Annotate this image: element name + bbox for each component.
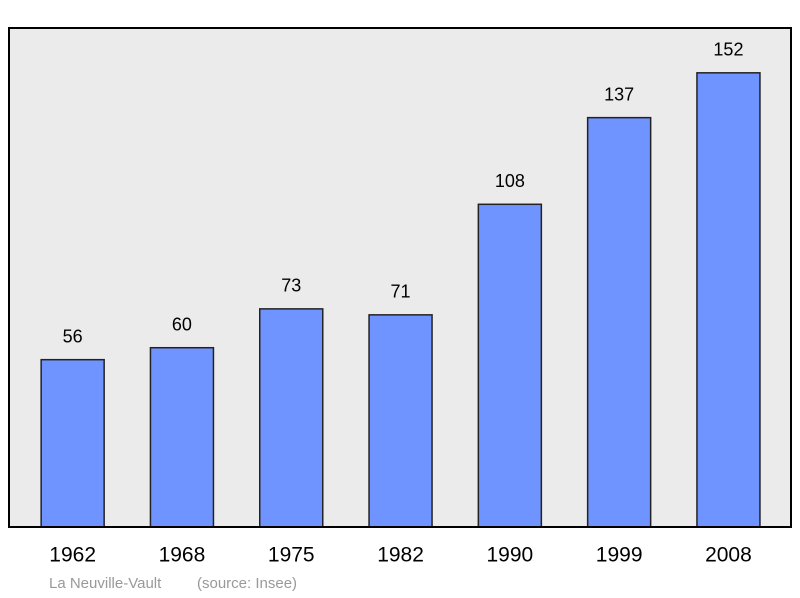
value-label: 73 xyxy=(281,276,301,296)
chart-title: La Neuville-Vault xyxy=(49,575,162,592)
bar xyxy=(477,203,543,528)
plot-area xyxy=(8,27,792,528)
x-tick-label: 1968 xyxy=(159,544,206,567)
bar xyxy=(586,116,652,528)
value-label: 56 xyxy=(63,326,83,346)
bar xyxy=(40,358,105,528)
bar xyxy=(259,308,324,528)
value-label: 60 xyxy=(172,314,192,334)
x-tick-label: 1999 xyxy=(596,544,643,567)
x-tick-label: 2008 xyxy=(705,544,752,567)
bar xyxy=(368,314,433,528)
x-tick-label: 1990 xyxy=(486,544,533,567)
source-note: (source: Insee) xyxy=(197,575,297,592)
value-label: 108 xyxy=(495,171,525,191)
value-label: 137 xyxy=(604,84,634,104)
x-tick-label: 1982 xyxy=(377,544,424,567)
x-tick-label: 1962 xyxy=(49,544,96,567)
value-label: 152 xyxy=(713,40,743,60)
value-label: 71 xyxy=(391,282,411,302)
x-tick-label: 1975 xyxy=(268,544,315,567)
bar xyxy=(149,346,215,528)
bar xyxy=(696,72,761,528)
